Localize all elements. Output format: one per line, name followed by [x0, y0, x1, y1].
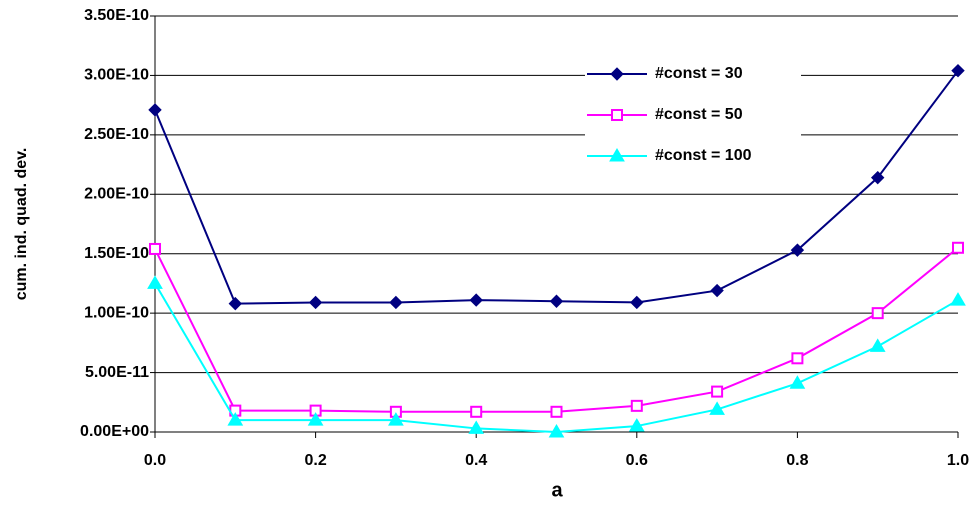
marker [630, 295, 644, 310]
y-tick-label: 2.50E-10 [84, 126, 149, 143]
x-tick-label: 1.0 [947, 452, 969, 469]
y-tick-label: 1.50E-10 [84, 245, 149, 262]
marker [550, 405, 563, 418]
marker [389, 295, 403, 310]
marker [308, 295, 323, 310]
marker [147, 275, 163, 289]
marker [790, 243, 805, 257]
marker [610, 67, 624, 81]
series-line [154, 70, 959, 305]
x-tick-label: 0.0 [144, 452, 166, 469]
marker [468, 420, 485, 434]
y-tick-label: 3.50E-10 [84, 7, 149, 24]
marker [710, 283, 724, 298]
marker [388, 412, 404, 426]
marker [228, 296, 243, 311]
marker [628, 418, 645, 432]
marker [709, 401, 725, 415]
y-tick-label: 5.00E-11 [85, 364, 149, 381]
marker [149, 242, 161, 255]
y-tick-label: 0.00E+00 [80, 423, 149, 440]
marker [871, 307, 884, 320]
series-line [154, 246, 959, 413]
marker [951, 63, 965, 78]
x-tick-label: 0.8 [786, 452, 808, 469]
x-axis-title: a [551, 479, 563, 501]
marker [148, 103, 162, 117]
marker [711, 385, 724, 398]
y-tick-label: 1.00E-10 [84, 304, 149, 321]
marker [950, 292, 966, 306]
marker [307, 412, 324, 426]
marker [869, 338, 886, 352]
marker [548, 424, 565, 438]
y-tick-label: 2.00E-10 [84, 186, 149, 203]
marker [870, 170, 885, 185]
x-tick-label: 0.2 [304, 452, 326, 469]
marker [630, 399, 643, 412]
x-tick-label: 0.4 [465, 452, 487, 469]
legend-label: #const = 30 [655, 65, 743, 82]
marker [611, 109, 623, 121]
x-tick-label: 0.6 [626, 452, 648, 469]
marker [789, 375, 806, 389]
y-axis-title: cum. ind. quad. dev. [13, 148, 30, 301]
marker [609, 148, 625, 162]
marker [469, 293, 483, 307]
legend-label: #const = 50 [655, 106, 743, 123]
marker [549, 294, 564, 308]
marker [227, 412, 244, 426]
legend-box [585, 56, 801, 188]
marker [470, 405, 483, 418]
marker [952, 241, 964, 254]
marker [791, 352, 804, 365]
legend-label: #const = 100 [655, 147, 752, 164]
y-tick-label: 3.00E-10 [84, 67, 149, 84]
